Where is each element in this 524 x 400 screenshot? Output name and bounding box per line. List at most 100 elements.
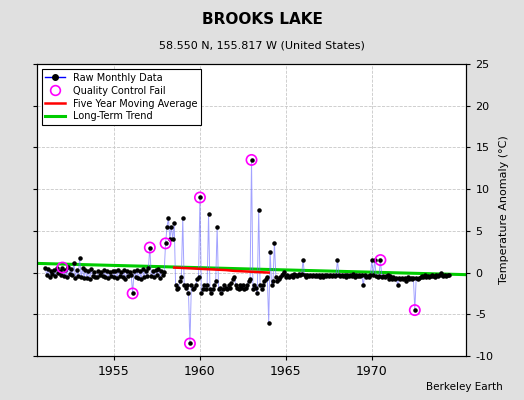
Point <box>298 271 306 278</box>
Point <box>163 224 171 230</box>
Point <box>71 274 80 281</box>
Point <box>210 282 219 288</box>
Point <box>389 274 398 280</box>
Point <box>263 274 271 280</box>
Point <box>402 278 410 284</box>
Point <box>423 273 432 279</box>
Point <box>443 272 452 278</box>
Point <box>384 272 392 278</box>
Point <box>94 268 103 274</box>
Point <box>144 265 152 272</box>
Point <box>349 271 357 278</box>
Point <box>351 274 359 280</box>
Point <box>97 268 105 275</box>
Point <box>312 272 320 278</box>
Point <box>120 267 128 273</box>
Point <box>249 286 257 292</box>
Point <box>124 273 133 279</box>
Point <box>84 268 92 274</box>
Point <box>265 320 273 326</box>
Point <box>127 272 135 278</box>
Point <box>190 284 199 291</box>
Y-axis label: Temperature Anomaly (°C): Temperature Anomaly (°C) <box>499 136 509 284</box>
Point <box>339 273 347 279</box>
Point <box>352 272 361 278</box>
Point <box>432 272 441 278</box>
Point <box>193 276 201 282</box>
Point <box>157 268 166 274</box>
Point <box>292 272 300 278</box>
Point <box>110 274 118 280</box>
Point <box>294 271 303 278</box>
Point <box>260 278 269 284</box>
Point <box>118 274 127 280</box>
Point <box>318 272 326 278</box>
Point <box>288 272 296 278</box>
Point <box>202 286 210 292</box>
Point <box>390 276 399 282</box>
Point <box>58 264 67 271</box>
Point <box>209 286 217 292</box>
Point <box>171 282 180 288</box>
Point <box>370 257 379 263</box>
Point <box>161 240 170 246</box>
Point <box>417 274 425 280</box>
Point <box>184 290 193 297</box>
Point <box>299 257 307 263</box>
Point <box>56 268 64 274</box>
Point <box>99 273 107 279</box>
Point <box>342 274 350 280</box>
Point <box>148 268 157 274</box>
Point <box>396 276 405 282</box>
Point <box>411 307 419 313</box>
Point <box>362 274 370 280</box>
Point <box>83 274 91 281</box>
Point <box>256 282 264 288</box>
Point <box>140 274 148 280</box>
Point <box>302 274 310 280</box>
Point <box>331 273 339 279</box>
Point <box>123 268 131 274</box>
Point <box>398 274 406 281</box>
Point <box>242 284 250 291</box>
Point <box>399 276 408 282</box>
Point <box>280 268 289 275</box>
Point <box>419 274 428 280</box>
Point <box>413 276 422 282</box>
Point <box>161 240 170 246</box>
Point <box>345 273 353 279</box>
Point <box>89 273 97 279</box>
Point <box>376 257 385 263</box>
Point <box>277 272 286 278</box>
Text: 58.550 N, 155.817 W (United States): 58.550 N, 155.817 W (United States) <box>159 40 365 50</box>
Point <box>176 278 184 284</box>
Point <box>226 284 234 291</box>
Point <box>445 272 453 278</box>
Point <box>306 272 314 278</box>
Point <box>422 274 430 280</box>
Point <box>191 282 200 288</box>
Point <box>41 264 49 271</box>
Point <box>136 268 144 274</box>
Point <box>199 286 207 292</box>
Point <box>54 270 62 277</box>
Point <box>180 282 189 288</box>
Point <box>220 282 228 288</box>
Point <box>137 276 146 282</box>
Point <box>243 282 252 288</box>
Point <box>93 274 101 280</box>
Point <box>169 236 177 242</box>
Point <box>151 267 160 273</box>
Point <box>50 267 58 273</box>
Point <box>388 276 396 282</box>
Point <box>323 272 332 278</box>
Point <box>230 274 238 280</box>
Point <box>232 282 240 288</box>
Point <box>130 268 138 274</box>
Point <box>68 272 77 278</box>
Point <box>61 267 70 273</box>
Point <box>308 273 316 279</box>
Point <box>375 273 383 279</box>
Point <box>406 274 414 281</box>
Point <box>433 273 442 279</box>
